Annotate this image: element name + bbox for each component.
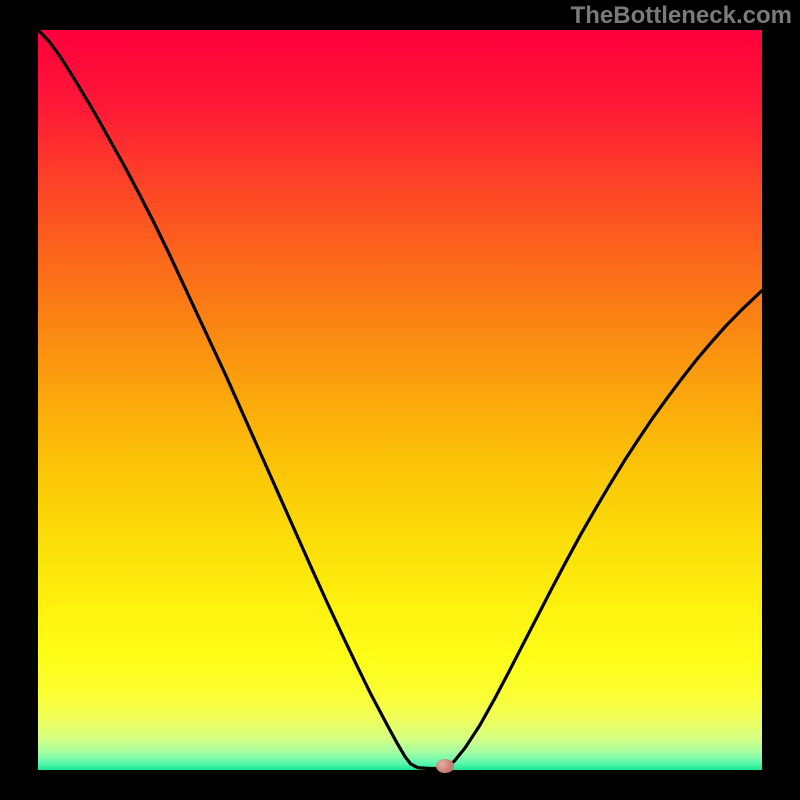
watermark-text: TheBottleneck.com (571, 2, 792, 30)
bottleneck-chart (0, 0, 800, 800)
optimum-marker (436, 759, 454, 773)
chart-container: TheBottleneck.com (0, 0, 800, 800)
plot-background (38, 30, 762, 770)
